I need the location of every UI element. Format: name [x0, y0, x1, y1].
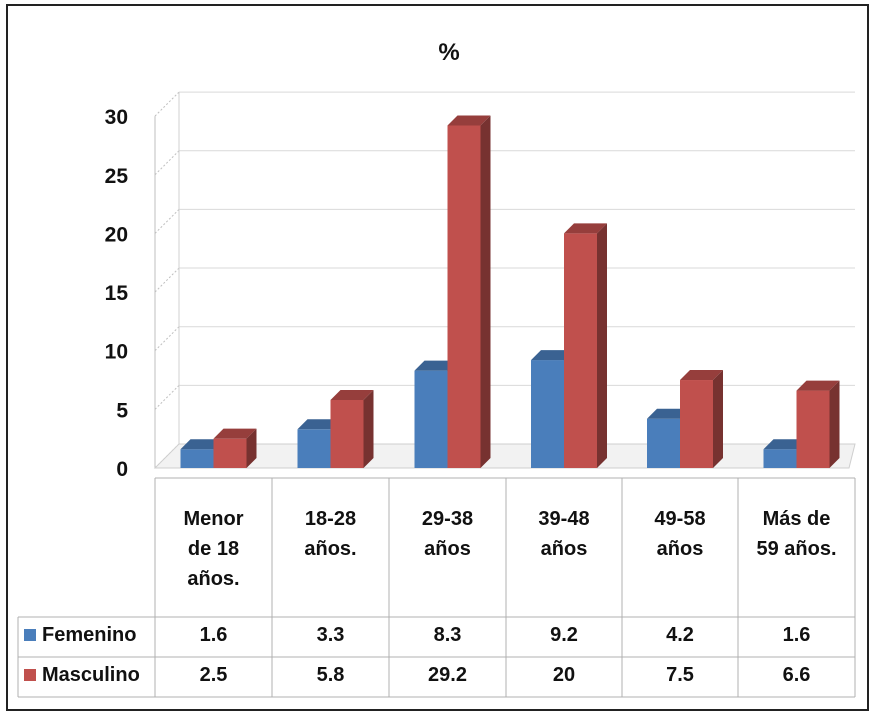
bar [330, 389, 374, 468]
bar-top [447, 115, 491, 126]
bars [180, 115, 840, 468]
data-label: 5.8 [317, 664, 345, 686]
bar-front [180, 449, 214, 468]
chart-title: % [438, 39, 459, 66]
bar-front [763, 449, 797, 468]
bar [796, 380, 840, 468]
data-label: 1.6 [200, 624, 228, 646]
x-category-label: 49-58 [654, 508, 705, 530]
bar-top [796, 380, 840, 391]
bar-side [363, 389, 374, 468]
x-category-label: 29-38 [422, 508, 473, 530]
bar [447, 115, 491, 468]
bar-top [297, 419, 341, 430]
data-label: 1.6 [783, 624, 811, 646]
bar-side [597, 223, 607, 468]
legend-swatch [24, 629, 36, 641]
data-label: 8.3 [434, 624, 462, 646]
bar-front [564, 233, 597, 468]
gridline-slant [154, 267, 180, 293]
y-tick-label: 0 [116, 458, 128, 481]
data-label: 3.3 [317, 624, 345, 646]
bar-front [796, 390, 830, 468]
data-label: 2.5 [200, 664, 228, 686]
chart-floor [153, 443, 856, 469]
x-category-label: años [424, 538, 471, 560]
data-label: 6.6 [783, 664, 811, 686]
bar-front [213, 438, 247, 468]
bar-front [414, 370, 448, 468]
gridlines [154, 91, 855, 469]
data-label: 29.2 [428, 664, 467, 686]
bar [680, 370, 723, 468]
bar [564, 223, 607, 468]
x-category-label: Más de [763, 508, 831, 530]
gridline-slant [154, 384, 180, 410]
bar-top [213, 428, 257, 439]
bar-side [480, 115, 491, 468]
bar-top [680, 370, 723, 381]
bar-side [713, 370, 723, 468]
bar [213, 428, 257, 468]
chart-frame [6, 4, 869, 711]
bar-side [246, 428, 257, 468]
y-axis-ticks: 0 5 10 15 20 25 30 [105, 106, 129, 481]
y-tick-label: 5 [116, 399, 128, 422]
gridline-slant [154, 326, 180, 352]
bar-front [297, 429, 331, 468]
bar-side [829, 380, 840, 468]
gridline-slant [154, 150, 180, 176]
x-category-label: de 18 [188, 538, 239, 560]
bar-front [531, 360, 564, 468]
y-tick-label: 15 [105, 282, 129, 305]
data-label: 7.5 [666, 664, 694, 686]
bar-top [564, 223, 607, 234]
gridline-slant [154, 209, 180, 234]
bar-front [647, 418, 680, 468]
bar-top [414, 360, 458, 371]
x-category-label: años. [304, 538, 356, 560]
bar-top [763, 439, 807, 450]
bar-front [330, 399, 364, 468]
y-tick-label: 25 [105, 165, 129, 188]
y-tick-label: 10 [105, 341, 128, 364]
bar-top [647, 408, 690, 419]
x-category-label: 39-48 [538, 508, 589, 530]
legend-swatch [24, 669, 36, 681]
legend-label: Femenino [42, 624, 136, 646]
bar-top [531, 350, 574, 361]
x-category-label: 59 años. [756, 538, 836, 560]
bar-front [680, 380, 713, 468]
data-label: 4.2 [666, 624, 694, 646]
y-tick-label: 30 [105, 106, 128, 129]
x-category-label: años. [187, 568, 239, 590]
y-tick-label: 20 [105, 223, 128, 246]
bar-front [447, 125, 481, 468]
bar-top [330, 389, 374, 400]
x-category-label: 18-28 [305, 508, 356, 530]
gridline-slant [154, 91, 180, 117]
bar-top [180, 439, 224, 450]
data-label: 9.2 [550, 624, 578, 646]
legend-label: Masculino [42, 664, 140, 686]
x-category-label: años [657, 538, 704, 560]
data-label: 20 [553, 664, 575, 686]
data-table: Menor de 18 años. 18-28 años. 29-38 años 39-48 a… [17, 477, 856, 698]
x-category-label: años [541, 538, 588, 560]
x-category-label: Menor [184, 508, 244, 530]
chart-walls [153, 92, 856, 469]
